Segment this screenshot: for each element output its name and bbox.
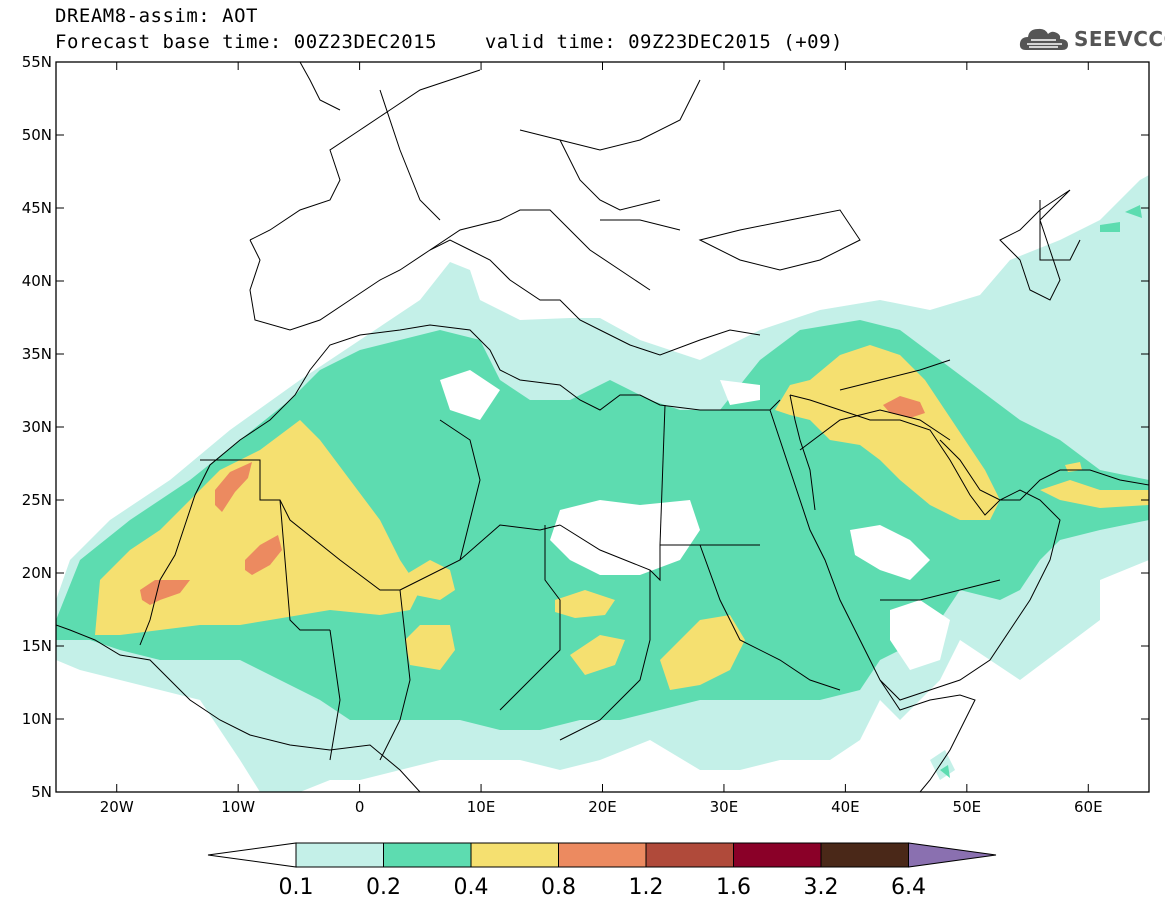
colorbar-label: 0.2 <box>366 875 401 900</box>
colorbar: 0.1 0.2 0.4 0.8 1.2 1.6 3.2 6.4 <box>207 842 997 900</box>
colorbar-over-arrow <box>908 842 997 868</box>
lat-label: 25N <box>22 491 52 509</box>
colorbar-segment <box>820 842 909 868</box>
lon-label: 30E <box>710 798 739 816</box>
colorbar-segment <box>558 842 647 868</box>
colorbar-segment <box>470 842 559 868</box>
colorbar-label: 0.1 <box>279 875 314 900</box>
lat-label: 45N <box>22 199 52 217</box>
seevccc-logo: SEEVCCC <box>1018 24 1165 54</box>
colorbar-label: 6.4 <box>891 875 926 900</box>
lat-label: 40N <box>22 272 52 290</box>
lat-label: 20N <box>22 564 52 582</box>
coastlines <box>56 62 1149 792</box>
colorbar-segment <box>295 842 384 868</box>
longitude-axis: 20W 10W 0 10E 20E 30E 40E 50E 60E <box>100 62 1103 816</box>
colorbar-segment <box>645 842 734 868</box>
colorbar-label: 1.6 <box>716 875 751 900</box>
lat-label: 50N <box>22 126 52 144</box>
aot-band-0-2-specks <box>940 205 1142 778</box>
aot-field <box>56 175 1149 792</box>
colorbar-segment <box>733 842 822 868</box>
lon-label: 10W <box>221 798 255 816</box>
lon-label: 60E <box>1074 798 1103 816</box>
lat-label: 35N <box>22 345 52 363</box>
colorbar-label: 1.2 <box>629 875 664 900</box>
lat-label: 10N <box>22 710 52 728</box>
cloud-icon <box>1019 28 1068 50</box>
colorbar-label: 0.8 <box>541 875 576 900</box>
lon-label: 20E <box>588 798 617 816</box>
lon-label: 50E <box>953 798 982 816</box>
colorbar-under-arrow <box>207 842 297 868</box>
lat-label: 30N <box>22 418 52 436</box>
aot-band-0-8 <box>140 396 925 605</box>
lon-label: 20W <box>100 798 134 816</box>
valid-time: valid time: 09Z23DEC2015 (+09) <box>484 31 843 53</box>
lon-label: 10E <box>467 798 496 816</box>
base-time: Forecast base time: 00Z23DEC2015 <box>55 31 438 53</box>
lat-label: 5N <box>31 783 52 801</box>
aot-clear-areas <box>440 370 950 670</box>
map-title: DREAM8-assim: AOT <box>55 5 258 27</box>
lat-label: 55N <box>22 53 52 71</box>
forecast-times: Forecast base time: 00Z23DEC2015 valid t… <box>55 32 843 52</box>
lat-label: 15N <box>22 637 52 655</box>
latitude-axis: 55N 50N 45N 40N 35N 30N 25N 20N 15N 10N 5N <box>22 53 1149 801</box>
colorbar-segment <box>383 842 472 868</box>
colorbar-label: 3.2 <box>804 875 839 900</box>
colorbar-label: 0.4 <box>454 875 489 900</box>
lon-label: 40E <box>831 798 860 816</box>
logo-text: SEEVCCC <box>1074 27 1165 51</box>
lon-label: 0 <box>355 798 365 816</box>
